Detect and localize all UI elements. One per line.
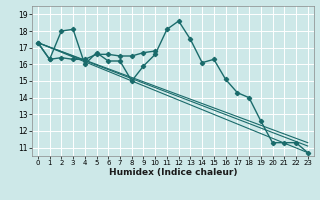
X-axis label: Humidex (Indice chaleur): Humidex (Indice chaleur) — [108, 168, 237, 177]
